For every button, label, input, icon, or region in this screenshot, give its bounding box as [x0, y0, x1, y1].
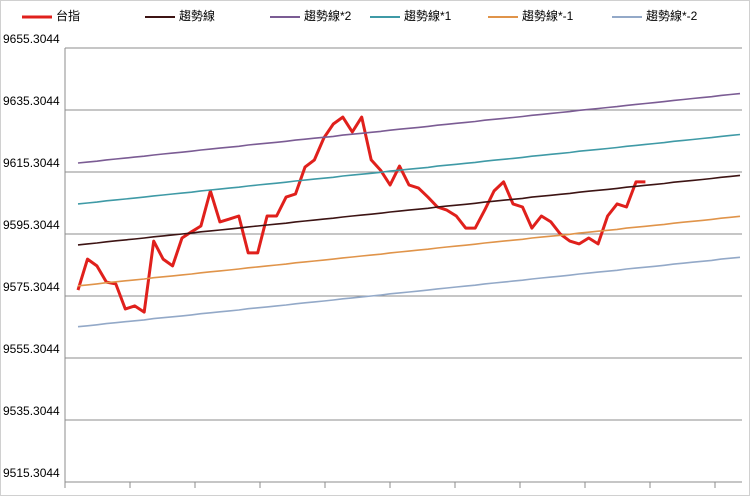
- y-tick-label: 9535.3044: [3, 404, 60, 418]
- series-line: [77, 133, 741, 205]
- legend-label: 趨勢線*2: [304, 8, 352, 23]
- legend-label: 台指: [56, 8, 80, 23]
- legend-label: 趨勢線*1: [404, 8, 452, 23]
- y-tick-label: 9555.3044: [3, 342, 60, 356]
- y-tick-label: 9595.3044: [3, 218, 60, 232]
- y-tick-label: 9515.3044: [3, 466, 60, 480]
- series-line: [77, 174, 741, 246]
- legend-label: 趨勢線: [179, 8, 215, 23]
- y-tick-label: 9575.3044: [3, 280, 60, 294]
- y-tick-label: 9615.3044: [3, 156, 60, 170]
- legend-label: 趨勢線*-2: [646, 8, 698, 23]
- y-tick-label: 9655.3044: [3, 32, 60, 46]
- y-tick-label: 9635.3044: [3, 94, 60, 108]
- series-line: [77, 256, 741, 328]
- series-line: [77, 215, 741, 287]
- series-line: [77, 92, 741, 164]
- series-line: [76, 115, 646, 314]
- legend-label: 趨勢線*-1: [522, 8, 574, 23]
